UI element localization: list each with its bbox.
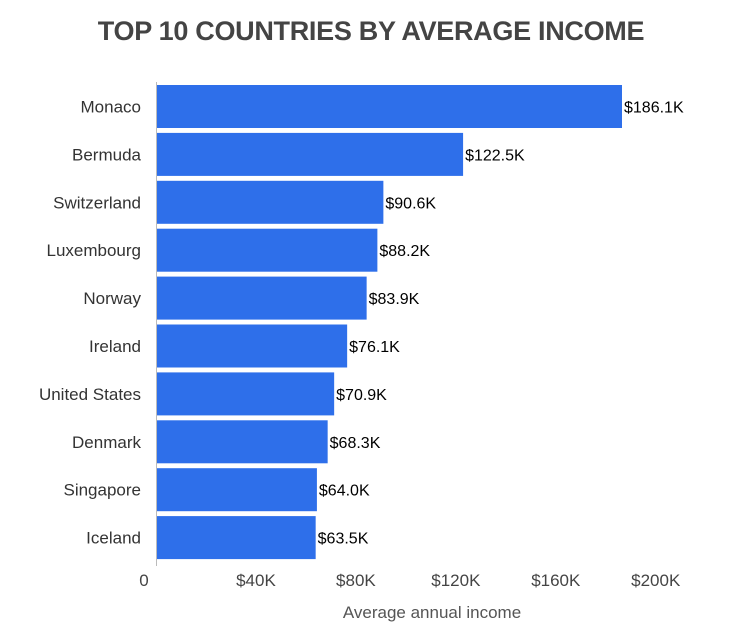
bar-iceland [157,516,316,560]
category-label: United States [39,385,141,404]
category-label: Iceland [86,529,141,548]
category-label: Switzerland [53,193,141,212]
category-label: Bermuda [72,145,142,164]
bar-norway [157,276,367,320]
bar-bermuda [157,132,464,176]
bar-united-states [157,372,335,416]
bar-switzerland [157,180,384,224]
category-label: Singapore [63,481,141,500]
bar-ireland [157,324,348,368]
value-labels: $186.1K $122.5K $90.6K $88.2K $83.9K $76.1K $7… [318,100,684,548]
value-label: $186.1K [624,100,684,117]
value-label: $90.6K [385,195,436,212]
x-tick-label: $80K [336,571,376,590]
value-label: $88.2K [379,243,430,260]
x-axis-title: Average annual income [343,603,521,622]
value-label: $122.5K [465,147,525,164]
bar-monaco [157,85,622,128]
x-tick-label: $120K [431,571,481,590]
value-label: $68.3K [330,435,381,452]
bar-luxembourg [157,228,378,272]
value-label: $83.9K [369,291,420,308]
category-label: Norway [83,289,141,308]
x-tick-label: $200K [631,571,681,590]
category-labels: Monaco Bermuda Switzerland Luxembourg Norway… [39,98,142,548]
x-tick-label: 0 [139,571,148,590]
category-label: Monaco [81,98,141,117]
value-label: $76.1K [349,339,400,356]
category-label: Luxembourg [46,241,141,260]
category-label: Ireland [89,337,141,356]
x-axis-ticks: 0 $40K $80K $120K $160K $200K [139,571,681,590]
value-label: $64.0K [319,483,370,500]
x-tick-label: $160K [531,571,581,590]
category-label: Denmark [72,433,141,452]
chart-title: TOP 10 COUNTRIES BY AVERAGE INCOME [97,16,645,46]
value-label: $63.5K [318,531,369,548]
bar-denmark [157,420,328,464]
bar-singapore [157,468,317,512]
bar-group [157,85,622,560]
value-label: $70.9K [336,387,387,404]
x-tick-label: $40K [236,571,276,590]
